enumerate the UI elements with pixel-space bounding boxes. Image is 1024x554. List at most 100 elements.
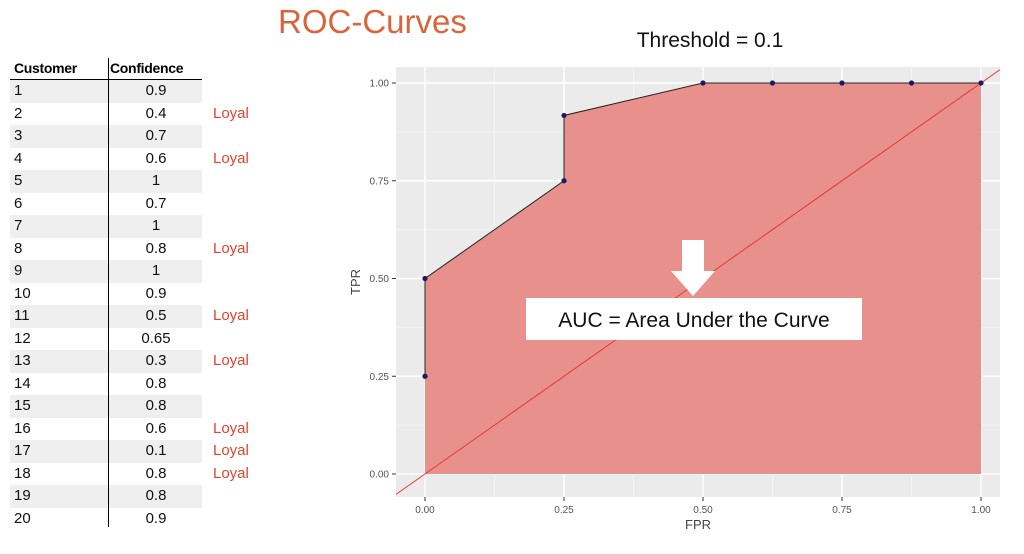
loyal-tag: Loyal xyxy=(213,442,249,459)
header-confidence: Confidence xyxy=(110,60,184,76)
loyal-tag: Loyal xyxy=(213,352,249,369)
confidence-value: 0.6 xyxy=(145,149,167,167)
down-arrow-icon xyxy=(671,240,715,296)
table-row: 11 0.5 xyxy=(10,305,202,328)
customer-id: 16 xyxy=(14,419,31,437)
customer-id: 6 xyxy=(14,194,23,212)
confidence-value: 0.9 xyxy=(145,82,167,99)
customer-id: 13 xyxy=(14,352,31,369)
header-customer: Customer xyxy=(14,60,77,76)
confidence-value: 0.1 xyxy=(145,442,167,459)
table-row: 6 0.7 xyxy=(10,193,202,216)
customer-id: 17 xyxy=(14,442,31,459)
table-row: 1 0.9 xyxy=(10,80,202,103)
confidence-value: 0.4 xyxy=(145,104,167,122)
x-tick-label: 1.00 xyxy=(971,505,991,516)
roc-chart: 0.00 0.25 0.50 0.75 1.00 0.00 0.25 0.50 0.75 1.0… xyxy=(348,67,1001,532)
x-axis-ticks: 0.00 0.25 0.50 0.75 1.00 xyxy=(415,497,991,516)
confidence-value: 0.7 xyxy=(145,127,167,144)
table-row: 8 0.8 xyxy=(10,238,202,261)
customer-id: 5 xyxy=(14,172,23,189)
confidence-value: 0.65 xyxy=(141,329,171,347)
x-axis-label: FPR xyxy=(685,517,711,532)
confidence-value: 0.3 xyxy=(145,352,167,369)
roc-point xyxy=(422,275,428,282)
roc-point xyxy=(422,373,428,379)
roc-point xyxy=(700,80,706,86)
customer-id: 18 xyxy=(14,464,31,482)
x-tick-label: 0.75 xyxy=(832,505,852,516)
roc-point xyxy=(561,178,567,184)
header-rule xyxy=(10,79,202,80)
confidence-value: 0.5 xyxy=(145,307,167,324)
roc-point xyxy=(769,80,776,86)
customer-id: 8 xyxy=(14,239,23,257)
y-tick-label: 0.25 xyxy=(370,372,390,383)
y-tick-label: 0.00 xyxy=(370,470,390,481)
column-divider xyxy=(108,58,109,527)
x-tick-label: 0.25 xyxy=(554,505,574,516)
loyal-tag: Loyal xyxy=(213,464,249,482)
loyal-tag: Loyal xyxy=(213,104,249,122)
confidence-value: 0.8 xyxy=(145,487,167,504)
customer-id: 2 xyxy=(14,104,23,122)
customer-id: 11 xyxy=(14,307,30,324)
confidence-value: 0.9 xyxy=(145,284,167,302)
confidence-value: 0.7 xyxy=(145,194,167,212)
customer-id: 3 xyxy=(14,127,23,144)
customer-id: 14 xyxy=(14,374,31,392)
chart-threshold-label: Threshold = 0.1 xyxy=(636,29,784,52)
auc-label: AUC = Area Under the Curve xyxy=(558,309,829,332)
roc-point xyxy=(908,80,915,86)
table-row: 20 0.9 xyxy=(10,508,202,531)
table-row: 14 0.8 xyxy=(10,373,202,396)
x-tick-label: 0.50 xyxy=(693,505,713,516)
loyal-tag: Loyal xyxy=(213,419,249,437)
page-title: ROC-Curves xyxy=(278,3,467,40)
auc-annotation: AUC = Area Under the Curve xyxy=(526,240,862,340)
customer-id: 20 xyxy=(14,509,31,527)
table-row: 19 0.8 xyxy=(10,485,202,508)
roc-point xyxy=(839,80,845,86)
y-axis-label: TPR xyxy=(348,269,363,295)
customer-id: 19 xyxy=(14,487,31,504)
confidence-value: 0.9 xyxy=(145,509,167,527)
roc-point xyxy=(561,112,567,119)
auc-label-box xyxy=(526,298,862,340)
table-row: 2 0.4 xyxy=(10,103,202,126)
y-tick-label: 0.75 xyxy=(370,176,390,187)
customer-id: 15 xyxy=(14,397,31,414)
confidence-value: 1 xyxy=(151,217,161,234)
y-axis-ticks: 0.00 0.25 0.50 0.75 1.00 xyxy=(370,79,396,481)
customer-id: 7 xyxy=(14,217,23,234)
confidence-value: 1 xyxy=(151,172,161,189)
confidence-value: 0.6 xyxy=(145,419,167,437)
table-row: 10 0.9 xyxy=(10,283,202,306)
table-row: 3 0.7 xyxy=(10,125,202,148)
x-tick-label: 0.00 xyxy=(415,505,435,516)
loyal-tag: Loyal xyxy=(213,149,249,167)
y-tick-label: 1.00 xyxy=(370,79,390,90)
y-tick-label: 0.50 xyxy=(370,274,390,285)
loyal-tag: Loyal xyxy=(213,307,249,324)
customer-id: 9 xyxy=(14,262,23,279)
confidence-value: 0.8 xyxy=(145,374,167,392)
table-row: 17 0.1 xyxy=(10,440,202,463)
customer-id: 1 xyxy=(14,82,23,99)
confidence-value: 1 xyxy=(151,262,161,279)
table-row: 13 0.3 xyxy=(10,350,202,373)
confidence-value: 0.8 xyxy=(145,239,167,257)
roc-point xyxy=(978,80,984,86)
customer-id: 12 xyxy=(14,329,31,347)
customer-id: 4 xyxy=(14,149,23,167)
table-row: 18 0.8 xyxy=(10,463,202,486)
confidence-value: 0.8 xyxy=(145,397,167,414)
table-row: 15 0.8 xyxy=(10,395,202,418)
confidence-value: 0.8 xyxy=(145,464,167,482)
customer-id: 10 xyxy=(14,284,31,302)
table-row: 16 0.6 xyxy=(10,418,202,441)
loyal-tag: Loyal xyxy=(213,239,249,257)
